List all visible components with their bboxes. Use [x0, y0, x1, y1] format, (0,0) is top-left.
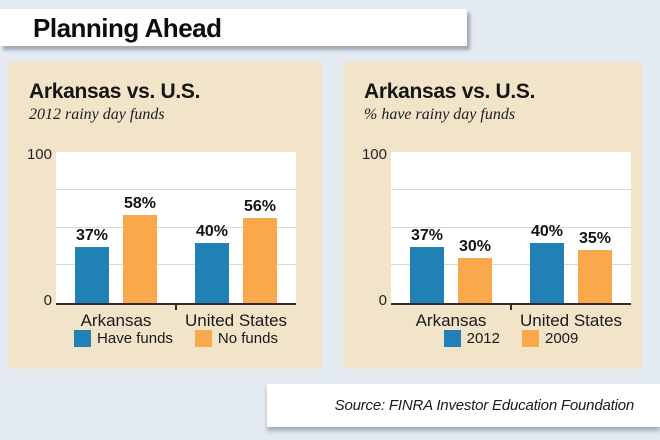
chart-panel-left: Arkansas vs. U.S. 2012 rainy day funds 1… [8, 62, 322, 369]
legend-label: 2009 [545, 330, 579, 347]
y-axis-max-label: 100 [361, 146, 387, 163]
bar-value-label: 35% [578, 230, 612, 248]
category-label: United States [519, 311, 623, 330]
bar-have-funds [195, 242, 229, 303]
headline-bar: Planning Ahead [0, 9, 467, 46]
bar-no-funds [123, 215, 157, 303]
gridline [391, 264, 631, 266]
bar-value-label: 58% [123, 195, 157, 213]
category-label: Arkansas [80, 311, 152, 330]
category-label: Arkansas [415, 311, 487, 330]
gridline [56, 226, 296, 228]
legend-swatch [194, 330, 212, 347]
legend-item: Have funds [74, 330, 173, 347]
legend: 2012 2009 [391, 330, 631, 347]
chart-panel-right: Arkansas vs. U.S. % have rainy day funds… [343, 62, 642, 369]
legend-label: 2012 [466, 330, 500, 347]
legend-item: 2009 [522, 330, 578, 347]
legend-label: Have funds [97, 330, 173, 347]
legend-label: No funds [217, 330, 278, 347]
legend-swatch [74, 330, 92, 347]
legend-item: 2012 [443, 330, 500, 347]
bar-value-label: 30% [458, 237, 492, 255]
legend-item: No funds [194, 330, 278, 347]
bar-2012 [530, 242, 564, 303]
gridline [391, 188, 631, 190]
x-axis-labels: Arkansas United States [391, 311, 631, 331]
x-axis-tick [175, 305, 177, 310]
bar-2009 [458, 257, 492, 303]
gridline [56, 264, 296, 266]
source-text: Source: FINRA Investor Education Foundat… [334, 397, 635, 414]
x-axis-tick [510, 305, 512, 310]
category-label: United States [184, 311, 288, 330]
plot-area: 37% 58% 40% 56% [56, 152, 296, 310]
page-title: Planning Ahead [33, 13, 222, 43]
bar-have-funds [75, 247, 109, 303]
legend: Have funds No funds [56, 330, 296, 347]
y-axis-max-label: 100 [26, 146, 52, 163]
gridline [391, 226, 631, 228]
chart-title: Arkansas vs. U.S. [29, 80, 201, 103]
x-axis-labels: Arkansas United States [56, 311, 296, 331]
chart-subtitle: 2012 rainy day funds [29, 106, 165, 123]
bar-value-label: 56% [243, 198, 277, 216]
legend-swatch [443, 330, 461, 347]
bar-value-label: 37% [75, 227, 109, 245]
bar-2012 [410, 247, 444, 303]
chart-title: Arkansas vs. U.S. [364, 80, 536, 103]
plot-area: 37% 30% 40% 35% [391, 152, 631, 310]
bar-no-funds [243, 218, 277, 303]
bar-2009 [578, 250, 612, 303]
legend-swatch [522, 330, 539, 347]
bar-value-label: 40% [530, 222, 564, 240]
y-axis-min-label: 0 [43, 292, 52, 309]
bar-value-label: 37% [410, 227, 444, 245]
y-axis-min-label: 0 [378, 292, 387, 309]
source-bar: Source: FINRA Investor Education Foundat… [267, 384, 660, 427]
gridline [56, 188, 296, 190]
bar-value-label: 40% [195, 222, 229, 240]
chart-subtitle: % have rainy day funds [364, 106, 516, 123]
